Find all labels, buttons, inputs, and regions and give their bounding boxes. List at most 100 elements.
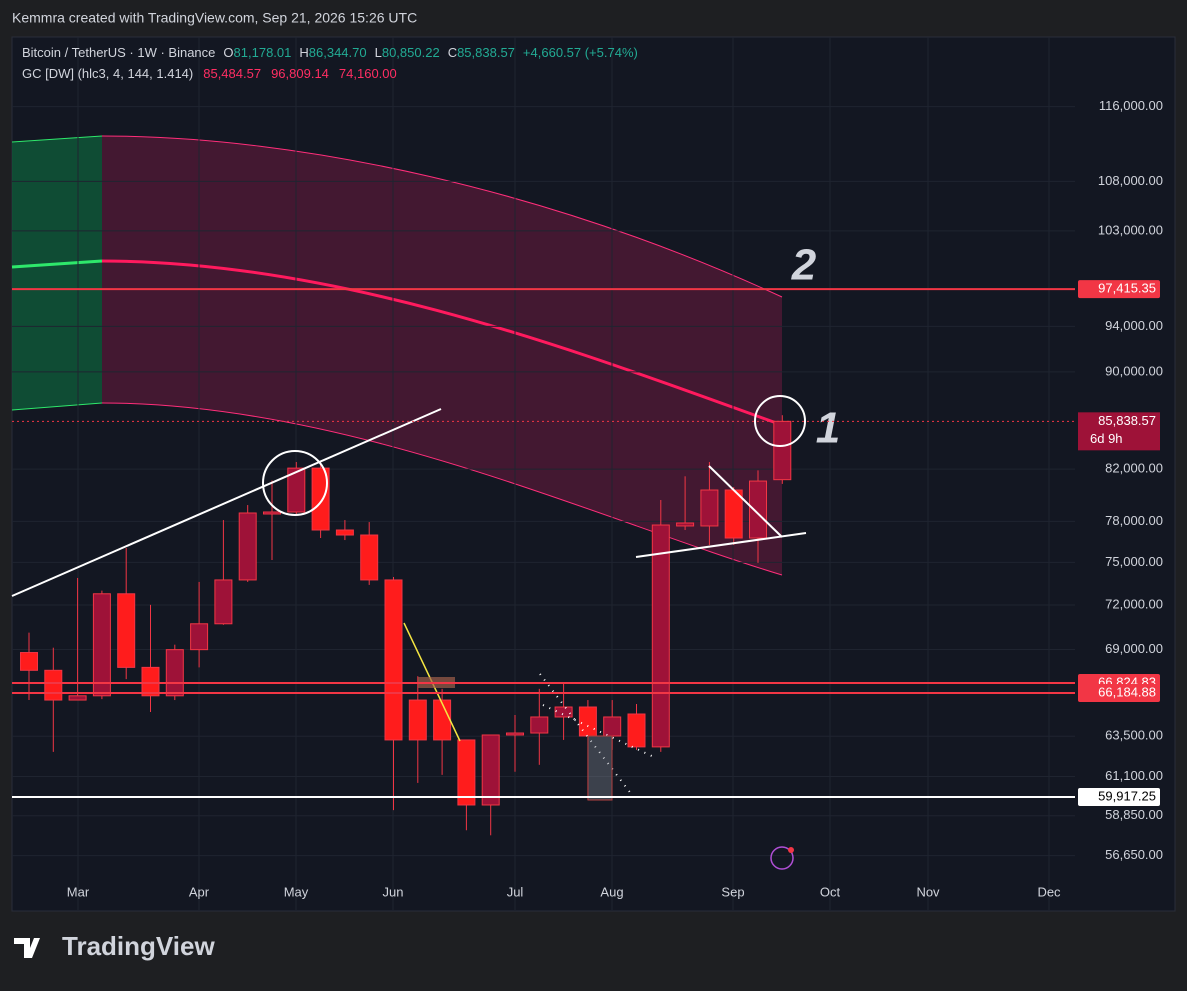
x-tick-label: Jun — [383, 884, 404, 899]
band-mid — [101, 259, 783, 427]
candle-body — [287, 467, 306, 513]
candle-body — [773, 420, 792, 481]
candle-body — [384, 579, 403, 741]
x-tick-label: Dec — [1037, 884, 1061, 899]
dotted-line — [539, 673, 633, 796]
candle-body — [165, 649, 184, 697]
candle-body — [627, 713, 646, 748]
candle-body — [724, 489, 743, 539]
candle-body — [92, 593, 111, 697]
alert-icon — [770, 846, 794, 870]
trendline — [708, 465, 783, 538]
candle-body — [651, 524, 670, 748]
value: 74,160.00 — [339, 66, 397, 81]
x-tick-label: Oct — [820, 884, 841, 899]
candle-body — [263, 511, 281, 515]
annotation: 2 — [791, 241, 817, 290]
price-label: 85,838.57 — [1098, 413, 1156, 428]
candle-body — [20, 652, 38, 671]
trendline — [635, 532, 807, 558]
level-label: 97,415.35 — [1098, 281, 1156, 296]
candle-body — [749, 480, 767, 539]
level-tag — [1078, 787, 1160, 806]
candle-body — [190, 623, 209, 651]
y-tick-label: 56,650.00 — [1105, 847, 1163, 862]
value: 96,809.14 — [271, 66, 329, 81]
y-tick-label: 69,000.00 — [1105, 641, 1163, 656]
y-tick-label: 72,000.00 — [1105, 596, 1163, 611]
y-tick-label: 116,000.00 — [1099, 98, 1163, 113]
value: 85,838.57 — [457, 45, 515, 60]
countdown: 6d 9h — [1090, 431, 1123, 446]
x-tick-label: May — [284, 884, 309, 899]
x-tick-label: Jul — [507, 884, 524, 899]
y-tick-label: 63,500.00 — [1105, 728, 1163, 743]
candle-body — [214, 579, 233, 625]
band-upper — [101, 135, 783, 298]
x-tick-label: Sep — [721, 884, 744, 899]
legend: GC [DW] (hlc3, 4, 144, 1.414) 85,484.57 96… — [22, 66, 397, 81]
level-label: 59,917.25 — [1098, 788, 1156, 803]
y-tick-label: 90,000.00 — [1105, 363, 1163, 378]
box — [587, 735, 613, 801]
level-label: 66,184.88 — [1098, 684, 1156, 699]
y-tick-label: 61,100.00 — [1105, 768, 1163, 783]
y-tick-label: 82,000.00 — [1105, 461, 1163, 476]
candle-body — [141, 666, 160, 697]
key: H — [299, 45, 308, 60]
y-tick-label: 103,000.00 — [1098, 222, 1163, 237]
value: 81,178.01 — [234, 45, 292, 60]
indicator: GC [DW] (hlc3, 4, 144, 1.414) — [22, 66, 193, 81]
credit: Kemmra created with TradingView.com, Sep… — [12, 10, 417, 26]
y-tick-label: 75,000.00 — [1105, 554, 1163, 569]
x-tick-label: Apr — [189, 884, 210, 899]
legend: Bitcoin / TetherUS · 1W · Binance O81,178… — [22, 45, 638, 60]
x-tick-label: Mar — [67, 884, 90, 899]
candle-body — [408, 699, 427, 741]
symbol: Bitcoin / TetherUS · 1W · Binance — [22, 45, 215, 60]
alert-dot — [788, 847, 794, 853]
candle-body — [554, 706, 573, 718]
brand: TradingView — [62, 931, 215, 961]
value: 80,850.22 — [382, 45, 440, 60]
candle-body — [530, 716, 549, 734]
value: 86,344.70 — [309, 45, 367, 60]
value: 85,484.57 — [203, 66, 261, 81]
candle-body — [481, 734, 500, 806]
candle-body — [238, 512, 257, 581]
y-tick-label: 58,850.00 — [1105, 807, 1163, 822]
circle — [262, 450, 328, 516]
key: O — [223, 45, 233, 60]
y-tick-label: 78,000.00 — [1105, 513, 1163, 528]
candle-body — [335, 529, 354, 536]
candle-body — [700, 489, 719, 527]
circle — [754, 395, 806, 447]
x-tick-label: Nov — [916, 884, 940, 899]
candle-body — [457, 739, 476, 806]
level-tag — [1078, 280, 1160, 299]
y-tick-label: 94,000.00 — [1105, 318, 1163, 333]
annotation: 1 — [816, 404, 840, 453]
candle-body — [578, 706, 597, 737]
band-mid-green — [11, 259, 103, 269]
candle-body — [506, 732, 524, 736]
key: L — [375, 45, 382, 60]
logo-mark — [14, 938, 40, 958]
candle-body — [311, 467, 330, 531]
y-tick-label: 108,000.00 — [1098, 173, 1163, 188]
band-green — [12, 136, 102, 410]
logo: TradingView — [14, 931, 215, 961]
candle-body — [360, 534, 379, 581]
band-edge-green — [11, 135, 103, 411]
price-tag — [1078, 412, 1160, 451]
change: +4,660.57 (+5.74%) — [523, 45, 638, 60]
level-tag — [1078, 684, 1160, 703]
candle-body — [68, 695, 87, 701]
candle-body — [603, 716, 622, 737]
x-tick-label: Aug — [600, 884, 623, 899]
trendline — [11, 408, 442, 597]
candle-body — [433, 699, 452, 741]
key: C — [448, 45, 457, 60]
